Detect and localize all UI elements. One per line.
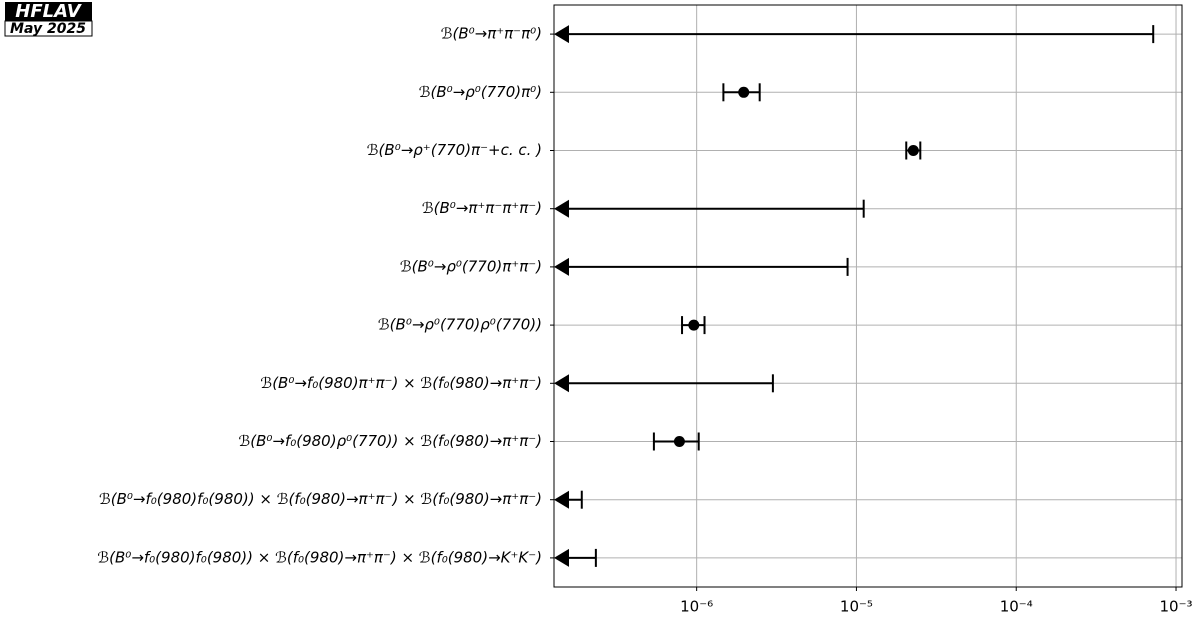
point xyxy=(688,319,700,331)
limit-arrow xyxy=(554,199,569,218)
logo-date-box xyxy=(4,20,93,37)
limit-arrow xyxy=(554,25,569,44)
y-tick-label: ℬ(B⁰→f₀(980)π⁺π⁻) × ℬ(f₀(980)→π⁺π⁻) xyxy=(260,374,542,392)
y-tick-label: ℬ(B⁰→ρ⁰(770)π⁺π⁻) xyxy=(400,257,542,275)
y-tick-label: ℬ(B⁰→f₀(980)ρ⁰(770)) × ℬ(f₀(980)→π⁺π⁻) xyxy=(238,432,542,450)
y-tick-label: ℬ(B⁰→ρ⁰(770)π⁰) xyxy=(419,83,542,101)
y-tick-label: ℬ(B⁰→π⁺π⁻π⁰) xyxy=(441,25,542,43)
logo-date: May 2025 xyxy=(10,21,86,37)
point xyxy=(673,436,685,447)
x-tick-label: 10⁻³ xyxy=(1160,598,1193,616)
x-tick-label: 10⁻⁶ xyxy=(680,598,713,616)
x-tick-label: 10⁻⁵ xyxy=(840,598,873,616)
plot-frame xyxy=(553,4,1183,588)
y-tick-label: ℬ(B⁰→f₀(980)f₀(980)) × ℬ(f₀(980)→π⁺π⁻) ×… xyxy=(97,548,542,566)
x-tick-label: 10⁻⁴ xyxy=(1000,598,1033,616)
point xyxy=(738,86,750,98)
limit-arrow xyxy=(554,548,569,567)
limit-arrow xyxy=(554,257,569,276)
y-tick-label: ℬ(B⁰→π⁺π⁻π⁺π⁻) xyxy=(422,199,542,217)
logo-name: HFLAV xyxy=(15,1,83,22)
y-tick-label: ℬ(B⁰→ρ⁰(770)ρ⁰(770)) xyxy=(378,316,542,334)
logo-box xyxy=(5,2,92,21)
limit-arrow xyxy=(554,374,569,393)
y-tick-label: ℬ(B⁰→ρ⁺(770)π⁻+c. c. ) xyxy=(367,141,542,159)
limit-arrow xyxy=(554,490,569,509)
y-tick-label: ℬ(B⁰→f₀(980)f₀(980)) × ℬ(f₀(980)→π⁺π⁻) ×… xyxy=(99,490,542,508)
point xyxy=(907,145,919,156)
